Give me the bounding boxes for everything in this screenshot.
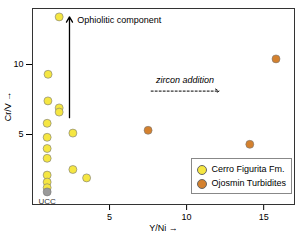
svg-text:15: 15 — [259, 212, 269, 222]
svg-text:5: 5 — [18, 129, 23, 139]
svg-text:Y/Ni →: Y/Ni → — [149, 223, 178, 233]
svg-text:10: 10 — [182, 212, 192, 222]
html-text:Ojosmin Turbidites: Ojosmin Turbidites — [211, 178, 286, 188]
svg-text:5: 5 — [107, 212, 112, 222]
svg-text:Cr/V →: Cr/V → — [3, 92, 13, 122]
svg-text:UCC: UCC — [38, 197, 56, 206]
html-text:Cerro Figurita Fm.: Cerro Figurita Fm. — [211, 164, 285, 174]
svg-text:Ophiolitic component: Ophiolitic component — [77, 15, 162, 25]
svg-text:10: 10 — [13, 59, 23, 69]
svg-text:zircon addition: zircon addition — [155, 75, 214, 85]
